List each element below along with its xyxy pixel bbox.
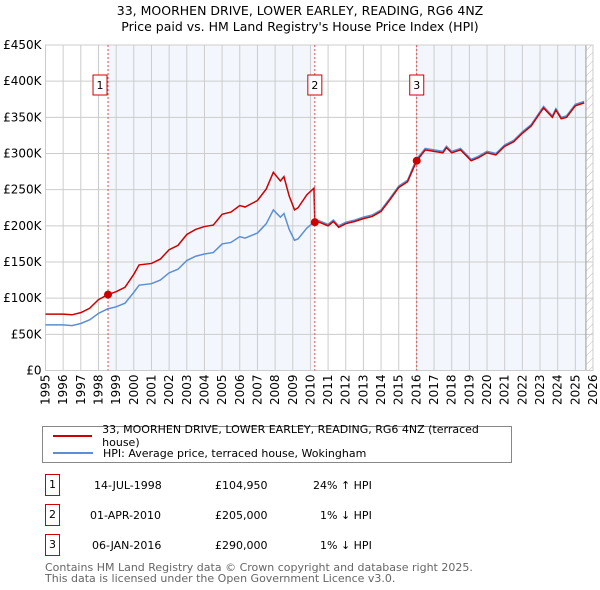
legend: 33, MOORHEN DRIVE, LOWER EARLEY, READING… <box>42 423 512 463</box>
sale-hpi: 24% ↑ HPI <box>313 479 372 492</box>
plot-area: £0 £50K £100K £150K £200K £250K £300K £350K £400… <box>3 38 600 406</box>
footer-copyright: Contains HM Land Registry data © Crown c… <box>45 561 473 574</box>
sale-point <box>412 156 421 165</box>
x-tick-label: 2012 <box>339 375 353 406</box>
x-tick-label: 2026 <box>586 375 600 406</box>
y-tick-label: £100K <box>3 291 43 305</box>
x-tick-label: 2014 <box>374 375 388 406</box>
y-tick-label: £450K <box>3 38 43 52</box>
sale-label: 3 <box>413 79 420 92</box>
hpi-line <box>45 100 585 327</box>
footer-licence: This data is licensed under the Open Gov… <box>45 572 396 585</box>
sale-badge: 1 <box>45 474 60 496</box>
x-tick-label: 2006 <box>233 375 247 406</box>
x-tick-label: 2017 <box>427 375 441 406</box>
x-tick-label: 2020 <box>480 374 494 405</box>
shaded-period <box>108 45 315 371</box>
x-tick-label: 2009 <box>286 375 300 406</box>
x-tick-label: 2016 <box>409 375 423 406</box>
sale-hpi: 1% ↓ HPI <box>320 509 372 522</box>
x-tick-label: 2008 <box>268 375 282 406</box>
plot-frame <box>45 44 594 371</box>
y-tick-label: £250K <box>3 183 43 197</box>
forecast-hatch <box>585 45 593 371</box>
x-tick-label: 2019 <box>462 375 476 406</box>
chart-title: 33, MOORHEN DRIVE, LOWER EARLEY, READING… <box>116 3 484 18</box>
sale-label: 1 <box>97 79 104 92</box>
legend-swatch <box>53 435 93 437</box>
y-tick-label: £50K <box>11 327 43 341</box>
x-tick-label: 2015 <box>392 375 406 406</box>
sale-date: 06-JAN-2016 <box>92 539 162 552</box>
sale-hpi: 1% ↓ HPI <box>320 539 372 552</box>
sale-label-box <box>92 74 108 96</box>
y-tick-label: £200K <box>3 219 43 233</box>
x-tick-label: 2001 <box>144 375 158 406</box>
sale-label: 2 <box>311 79 318 92</box>
x-tick-label: 2011 <box>321 375 335 406</box>
shaded-period <box>416 45 586 371</box>
x-tick-label: 1995 <box>39 375 53 406</box>
x-tick-label: 1999 <box>109 375 123 406</box>
y-tick-label: £350K <box>3 110 43 124</box>
legend-label: 33, MOORHEN DRIVE, LOWER EARLEY, READING… <box>102 423 479 449</box>
sale-point <box>104 290 113 299</box>
x-tick-label: 2025 <box>568 375 582 406</box>
legend-item-hpi: HPI: Average price, terraced house, Woki… <box>53 445 366 461</box>
sale-point <box>310 218 319 227</box>
y-tick-label: £0 <box>26 364 41 378</box>
y-tick-label: £150K <box>3 255 43 269</box>
x-tick-label: 2013 <box>356 375 370 406</box>
x-tick-label: 2007 <box>250 375 264 406</box>
x-tick-label: 2024 <box>551 375 565 406</box>
sale-badge: 3 <box>45 534 60 556</box>
sale-row: 2 01-APR-2010 £205,000 1% ↓ HPI <box>45 504 445 526</box>
sale-row: 3 06-JAN-2016 £290,000 1% ↓ HPI <box>45 534 445 556</box>
sale-date: 14-JUL-1998 <box>94 479 162 492</box>
sale-label-box <box>307 74 323 96</box>
x-tick-label: 2010 <box>303 375 317 406</box>
sale-row: 1 14-JUL-1998 £104,950 24% ↑ HPI <box>45 474 445 496</box>
sale-price: £205,000 <box>215 509 268 522</box>
x-tick-label: 2002 <box>162 375 176 406</box>
y-tick-label: £400K <box>3 74 43 88</box>
sale-date: 01-APR-2010 <box>90 509 162 522</box>
x-tick-label: 2021 <box>498 375 512 406</box>
legend-item-property: 33, MOORHEN DRIVE, LOWER EARLEY, READING… <box>53 423 511 449</box>
legend-swatch <box>53 452 93 454</box>
x-tick-label: 1998 <box>91 375 105 406</box>
x-tick-label: 1996 <box>56 375 70 406</box>
chart-subtitle: Price paid vs. HM Land Registry's House … <box>121 19 479 34</box>
y-tick-label: £300K <box>3 147 43 161</box>
x-tick-label: 2000 <box>127 375 141 406</box>
x-tick-label: 2005 <box>215 375 229 406</box>
x-tick-label: 2003 <box>180 375 194 406</box>
sale-label-box <box>409 74 425 96</box>
sale-badge: 2 <box>45 504 60 526</box>
x-tick-label: 2018 <box>445 375 459 406</box>
sale-price: £290,000 <box>215 539 268 552</box>
sale-price: £104,950 <box>215 479 268 492</box>
x-tick-label: 1997 <box>74 375 88 406</box>
x-tick-label: 2023 <box>533 375 547 406</box>
x-tick-label: 2004 <box>197 375 211 406</box>
x-tick-label: 2022 <box>515 375 529 406</box>
legend-label: HPI: Average price, terraced house, Woki… <box>103 446 367 460</box>
price-line <box>45 102 585 316</box>
